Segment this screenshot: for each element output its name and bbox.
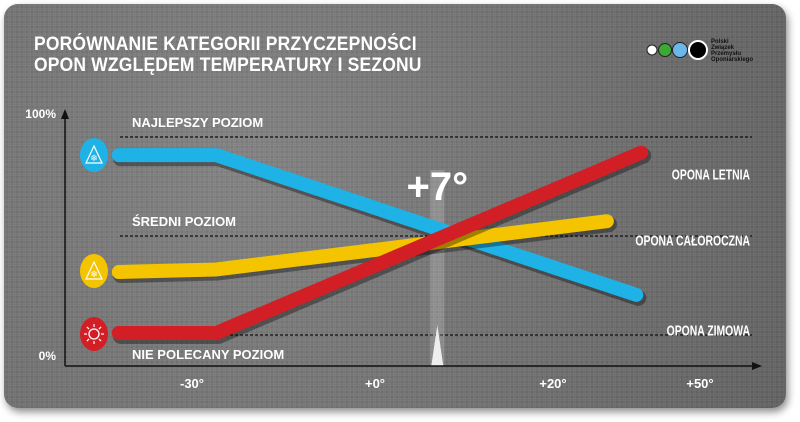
reference-label: NAJLEPSZY POZIOM: [132, 115, 263, 130]
logo-circle: [658, 43, 672, 57]
snowflake-icon: ❄: [90, 269, 98, 279]
reference-label: ŚREDNI POZIOM: [132, 214, 236, 229]
logo-text: Związek: [711, 45, 735, 51]
y-axis-arrow-icon: [61, 109, 69, 119]
mountain-icon: [85, 260, 103, 280]
series-line-1: [111, 214, 614, 280]
x-tick-label: +50°: [686, 376, 713, 391]
reference-label: NIE POLECANY POZIOM: [132, 347, 284, 362]
x-tick-label: +0°: [365, 376, 385, 391]
sun-icon-ray: [98, 338, 102, 342]
logo-text: Przemysłu: [711, 51, 741, 57]
series-label: OPONA LETNIA: [672, 167, 750, 183]
logo-text: Polski: [711, 39, 729, 45]
x-tick-label: +20°: [539, 376, 566, 391]
logo-circle: [688, 40, 708, 60]
marker-label: +7°: [406, 165, 468, 209]
title-line-1: PORÓWNANIE KATEGORII PRZYCZEPNOŚCI: [34, 34, 417, 55]
x-axis-arrow-icon: [752, 362, 762, 370]
marker-pointer-icon: [431, 325, 444, 366]
sun-icon-ray: [98, 326, 102, 330]
x-tick-label: -30°: [180, 376, 204, 391]
y-tick-label: 100%: [25, 107, 56, 121]
snowflake-icon: ❄: [90, 153, 98, 163]
series-line-2: [111, 145, 649, 340]
sun-icon: [80, 317, 108, 351]
series-line-0: [111, 148, 644, 302]
logo-circle: [672, 42, 688, 58]
infographic-card: PORÓWNANIE KATEGORII PRZYCZEPNOŚCI OPON …: [4, 4, 786, 408]
sun-icon-ray: [86, 326, 90, 330]
mountain-icon: [85, 144, 103, 164]
marker-band: [430, 170, 445, 366]
y-tick-label: 0%: [39, 349, 57, 363]
logo-text: Oponiarskiego: [711, 57, 753, 63]
chart-title: PORÓWNANIE KATEGORII PRZYCZEPNOŚCI OPON …: [34, 34, 422, 76]
series-label: OPONA CAŁOROCZNA: [635, 233, 750, 249]
series-label: OPONA ZIMOWA: [667, 323, 750, 339]
sun-icon-core: [88, 328, 100, 340]
logo-circle: [646, 44, 658, 56]
title-line-2: OPON WZGLĘDEM TEMPERATURY I SEZONU: [34, 55, 422, 76]
sun-icon-ray: [86, 338, 90, 342]
